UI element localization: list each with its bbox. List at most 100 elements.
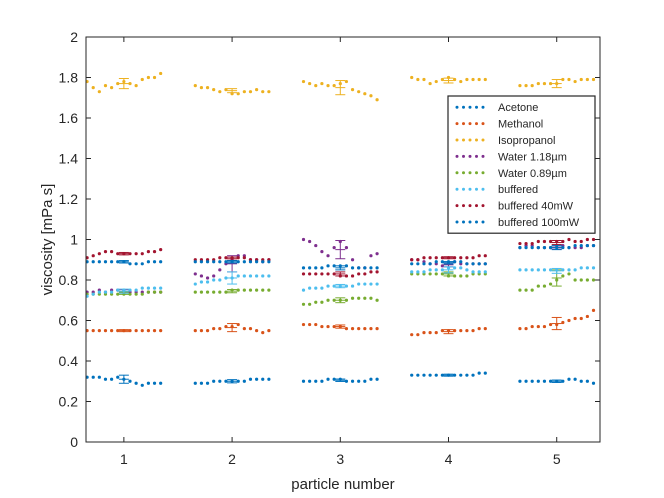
data-point <box>375 282 379 286</box>
data-point <box>199 86 204 90</box>
data-point <box>248 377 253 381</box>
data-point <box>224 256 228 260</box>
series-5 <box>85 266 596 298</box>
data-point <box>548 379 553 383</box>
data-point <box>199 280 204 284</box>
data-point <box>561 379 565 383</box>
data-point <box>440 268 444 272</box>
legend-marker <box>475 154 478 158</box>
data-point <box>332 298 336 302</box>
data-point <box>440 264 444 268</box>
data-point <box>428 256 432 260</box>
data-point <box>530 324 534 329</box>
data-point <box>536 324 540 329</box>
data-point <box>146 329 151 333</box>
data-point <box>255 288 259 292</box>
data-point <box>536 284 540 288</box>
data-point <box>453 274 457 278</box>
data-point <box>410 270 414 274</box>
data-point <box>152 290 157 294</box>
x-tick-label: 5 <box>553 451 561 467</box>
data-point <box>103 377 108 381</box>
data-point <box>567 268 571 272</box>
data-point <box>369 94 373 98</box>
data-point <box>91 254 95 258</box>
legend-marker <box>468 154 472 158</box>
data-point <box>110 290 114 294</box>
data-point <box>375 252 379 256</box>
data-point <box>116 260 120 264</box>
data-point <box>375 266 379 270</box>
data-point <box>103 84 108 88</box>
data-point <box>267 377 271 381</box>
data-point <box>440 77 444 82</box>
data-point <box>375 98 379 102</box>
data-point <box>369 254 373 258</box>
data-point <box>193 381 197 385</box>
data-point <box>585 314 589 319</box>
data-point <box>218 260 222 264</box>
data-point <box>128 81 132 86</box>
data-point <box>152 260 157 264</box>
data-point <box>314 84 318 88</box>
legend-marker <box>468 105 472 109</box>
data-point <box>483 254 487 258</box>
legend-marker <box>475 187 478 191</box>
data-point <box>591 308 596 312</box>
data-point <box>152 286 157 290</box>
legend-marker <box>455 122 459 126</box>
data-point <box>518 268 522 272</box>
legend-marker <box>462 138 465 142</box>
data-point <box>434 373 438 377</box>
y-tick-label: 1.6 <box>59 110 79 126</box>
data-point <box>542 81 547 86</box>
data-point <box>459 79 463 84</box>
data-point <box>314 322 318 327</box>
data-point <box>483 327 487 331</box>
data-point <box>536 268 540 272</box>
data-point <box>548 322 553 327</box>
data-point <box>561 320 565 325</box>
data-point <box>261 288 265 292</box>
data-point <box>440 373 444 377</box>
data-point <box>242 379 246 383</box>
data-point <box>459 266 463 270</box>
data-point <box>567 77 571 82</box>
data-point <box>453 329 457 333</box>
data-point <box>363 327 367 331</box>
data-point <box>134 84 138 88</box>
data-point <box>320 379 324 383</box>
series-7 <box>85 243 596 271</box>
data-point <box>236 92 240 96</box>
data-point <box>91 329 95 333</box>
data-point <box>242 288 246 292</box>
data-point <box>332 264 336 268</box>
data-point <box>212 88 216 92</box>
data-point <box>224 324 228 329</box>
data-point <box>301 237 306 242</box>
data-point <box>255 88 259 92</box>
data-point <box>255 377 259 381</box>
data-point <box>314 272 318 276</box>
data-point <box>308 379 312 383</box>
axes: 1 2 3 4 5 0 0.2 0.4 0.6 0.8 1 1.2 1.4 1.6 1.8 2 <box>59 29 600 467</box>
data-point <box>573 243 577 248</box>
data-point <box>320 300 324 304</box>
x-tick-label: 3 <box>336 451 344 467</box>
data-point <box>97 375 101 379</box>
data-point <box>344 298 349 302</box>
data-point <box>561 239 565 244</box>
data-point <box>193 282 197 286</box>
data-point <box>459 256 463 260</box>
data-point <box>159 248 163 252</box>
data-point <box>434 272 438 276</box>
legend-label: Methanol <box>498 119 543 131</box>
data-point <box>422 331 426 335</box>
legend-label: Acetone <box>498 102 538 114</box>
data-point <box>428 373 432 377</box>
data-point <box>332 84 336 88</box>
data-point <box>585 77 589 82</box>
data-point <box>218 327 222 331</box>
